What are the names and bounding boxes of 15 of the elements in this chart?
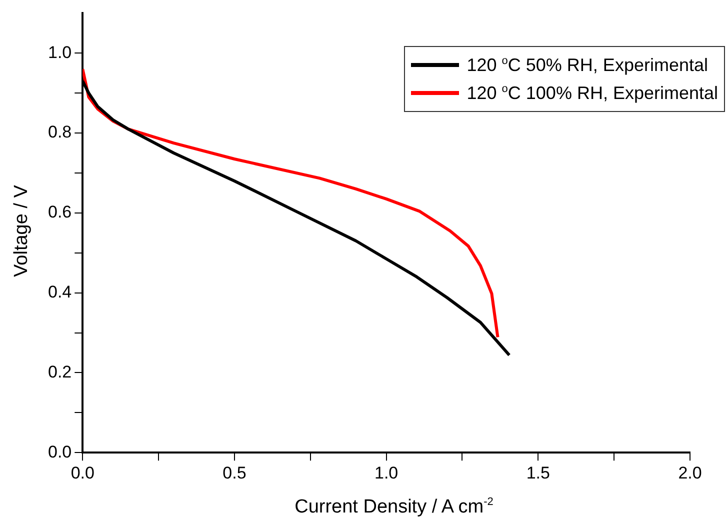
x-tick-label: 0.5	[222, 463, 246, 482]
y-tick-label: 0.6	[48, 202, 72, 222]
x-tick-label: 1.0	[374, 463, 398, 482]
x-tick-label: 0.0	[70, 463, 94, 482]
legend-label: 120 $^{o}$C 100% RH, Experimental	[466, 82, 718, 104]
y-tick-label: 0.4	[48, 282, 72, 302]
x-tick-label: 1.5	[526, 463, 550, 482]
x-tick-label: 2.0	[678, 463, 702, 482]
y-tick-label: 1.0	[48, 42, 72, 62]
y-tick-label: 0.2	[48, 362, 72, 382]
y-axis-title: Voltage / V	[11, 184, 33, 279]
x-axis-title: Current Density / A cm$^{-2}$	[294, 496, 494, 518]
y-tick-label: 0.0	[48, 442, 72, 462]
legend-label: 120 $^{o}$C 50% RH, Experimental	[466, 54, 708, 76]
y-tick-label: 0.8	[48, 122, 72, 142]
